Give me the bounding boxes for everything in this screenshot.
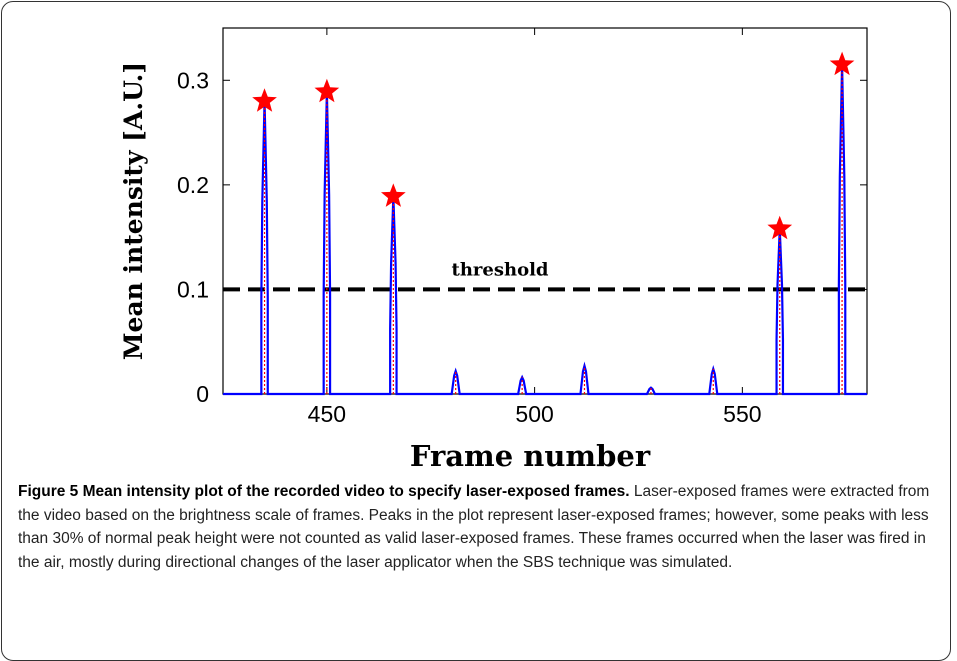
y-tick-label: 0.1 [177, 276, 209, 302]
y-tick-label: 0.2 [177, 172, 209, 198]
x-tick-label: 450 [308, 401, 346, 427]
intensity-series [223, 65, 867, 395]
x-axis-label: Frame number [410, 439, 651, 473]
y-axis-label: Mean intensity [A.U.] [119, 62, 148, 360]
x-tick-label: 500 [515, 401, 553, 427]
figure-panel: 0 0.1 0.2 0.3 450 500 550 threshold Mean inten… [0, 0, 957, 617]
axes: 0 0.1 0.2 0.3 450 500 550 [177, 28, 867, 427]
star-markers [252, 52, 854, 240]
y-tick-label: 0 [196, 381, 209, 407]
x-tick-label: 550 [723, 401, 761, 427]
caption-title: Figure 5 Mean intensity plot of the reco… [18, 483, 630, 500]
mean-intensity-chart: 0 0.1 0.2 0.3 450 500 550 threshold Mean inten… [0, 0, 957, 475]
figure-caption: Figure 5 Mean intensity plot of the reco… [18, 480, 943, 574]
plot-box [223, 28, 867, 394]
threshold-label: threshold [452, 259, 549, 280]
intensity-line [223, 65, 867, 394]
y-tick-label: 0.3 [177, 67, 209, 93]
